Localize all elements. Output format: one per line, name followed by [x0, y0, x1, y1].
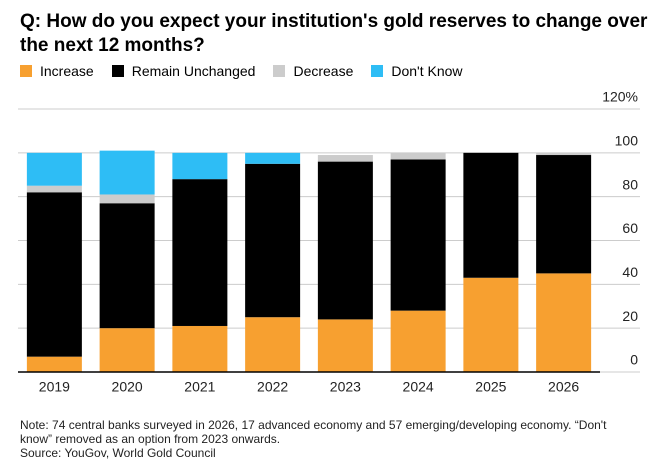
bar-segment: [463, 152, 519, 278]
legend-item: Increase: [20, 63, 94, 79]
x-tick-label: 2025: [475, 379, 506, 395]
y-tick-label: 20: [622, 308, 638, 324]
bar-segment: [390, 152, 446, 160]
bar-segment: [245, 163, 301, 318]
legend-label: Decrease: [293, 63, 354, 79]
bar-segment: [317, 319, 373, 372]
x-tick-label: 2019: [39, 379, 70, 395]
x-tick-label: 2022: [257, 379, 288, 395]
x-tick-label: 2020: [112, 379, 143, 395]
source: Source: YouGov, World Gold Council: [20, 446, 216, 460]
legend-swatch: [20, 65, 32, 77]
legend-swatch: [371, 65, 384, 77]
legend: Increase Remain Unchanged Decrease Don't Kn…: [20, 63, 463, 79]
footnote: Note: 74 central banks surveyed in 2026,…: [20, 418, 640, 460]
y-tick-label: 80: [622, 176, 638, 192]
bar-segment: [99, 328, 155, 372]
y-tick-label: 0: [630, 352, 638, 368]
bar-segment: [26, 185, 82, 193]
bar-segment: [172, 325, 228, 372]
bar-segment: [172, 179, 228, 326]
legend-label: Don't Know: [391, 63, 463, 79]
bar-segment: [245, 317, 301, 372]
y-tick-label: 100: [615, 133, 639, 149]
legend-item: Decrease: [273, 63, 353, 79]
x-tick-label: 2021: [184, 379, 215, 395]
note: Note: 74 central banks surveyed in 2026,…: [20, 418, 607, 446]
legend-swatch: [273, 65, 286, 77]
legend-label: Increase: [40, 63, 94, 79]
y-tick-label: 40: [622, 264, 638, 280]
legend-item: Remain Unchanged: [111, 63, 256, 79]
bar-segment: [536, 155, 592, 274]
bar-segment: [390, 310, 446, 372]
y-tick-label: 60: [622, 220, 638, 236]
bar-segment: [245, 152, 301, 164]
bar-segment: [463, 277, 519, 372]
bar-segment: [99, 194, 155, 204]
legend-swatch: [111, 65, 124, 77]
legend-label: Remain Unchanged: [131, 63, 256, 79]
bar-segment: [536, 273, 592, 372]
bar-segment: [172, 152, 228, 180]
bar-segment: [390, 159, 446, 311]
x-tick-label: 2026: [548, 379, 579, 395]
x-tick-label: 2024: [403, 379, 434, 395]
bar-segment: [536, 152, 592, 156]
bar-segment: [26, 192, 82, 357]
bar-segment: [317, 155, 373, 162]
bar-segment: [26, 152, 82, 186]
bar-segment: [99, 150, 155, 195]
chart-title: Q: How do you expect your institution's …: [20, 11, 648, 56]
y-tick-label: 120%: [602, 89, 638, 105]
x-tick-label: 2023: [330, 379, 361, 395]
bar-segment: [99, 203, 155, 329]
bar-segment: [317, 161, 373, 320]
bar-segment: [26, 356, 82, 372]
legend-item: Don't Know: [371, 63, 463, 79]
